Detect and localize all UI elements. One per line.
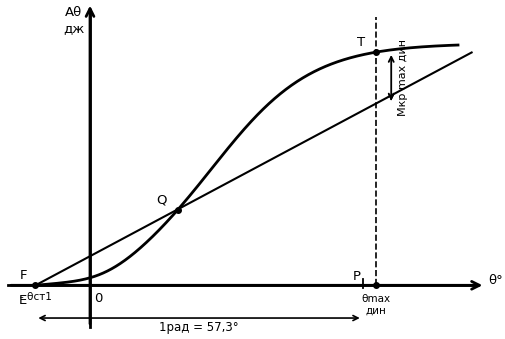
Text: Q: Q xyxy=(157,193,167,206)
Text: - θст1: - θст1 xyxy=(20,292,52,302)
Text: T: T xyxy=(357,36,365,49)
Text: E: E xyxy=(19,294,27,307)
Text: Aθ
дж: Aθ дж xyxy=(63,6,84,35)
Text: θ°: θ° xyxy=(488,274,503,287)
Text: P: P xyxy=(353,270,361,283)
Text: 0: 0 xyxy=(94,292,103,305)
Text: Мкр max дин: Мкр max дин xyxy=(398,39,409,116)
Text: F: F xyxy=(20,269,27,282)
Text: θmax
дин: θmax дин xyxy=(362,294,391,316)
Text: 1рад = 57,3°: 1рад = 57,3° xyxy=(159,321,239,335)
